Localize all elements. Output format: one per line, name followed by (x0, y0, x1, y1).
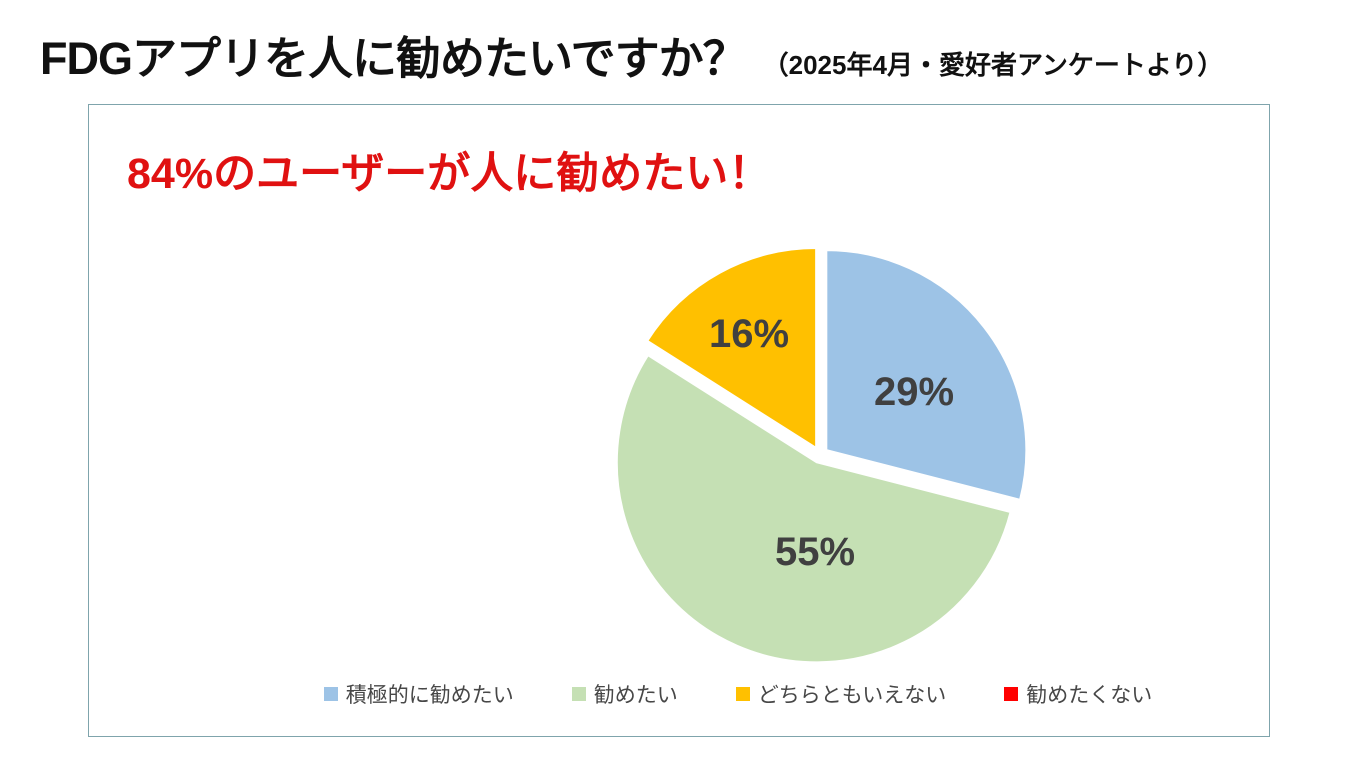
legend-label: 勧めたくない (1026, 684, 1153, 707)
legend-item-3: どちらともいえない (735, 679, 947, 709)
legend-item-1: 積極的に勧めたい (323, 679, 514, 709)
page-title: FDGアプリを人に勧めたいですか？ (40, 33, 748, 84)
legend-swatch-icon (323, 687, 338, 701)
pie-slice-3 (645, 246, 818, 450)
page-title-row: FDGアプリを人に勧めたいですか？ （2025年4月・愛好者アンケートより） (40, 22, 1223, 87)
legend-swatch-icon (1004, 687, 1019, 701)
legend-swatch-icon (735, 687, 750, 701)
pie-slice-1 (825, 249, 1028, 502)
legend-item-2: 勧めたい (571, 679, 678, 709)
pie-chart: 29% 55% 16% (615, 246, 1028, 664)
pie-slice-2 (615, 353, 1012, 664)
legend-item-4: 勧めたくない (1004, 679, 1152, 709)
headline: 84%のユーザーが人に勧めたい！ (127, 150, 772, 198)
page-title-note: （2025年4月・愛好者アンケートより） (762, 50, 1224, 80)
legend-label: 勧めたい (593, 684, 678, 707)
legend-label: 積極的に勧めたい (345, 684, 514, 707)
chart-legend: 積極的に勧めたい 勧めたい どちらともいえない 勧めたくない (89, 679, 1269, 709)
pie-data-label-1: 29% (874, 370, 954, 414)
pie-data-label-3: 16% (709, 312, 789, 356)
legend-label: どちらともいえない (757, 684, 947, 707)
pie-data-label-2: 55% (775, 530, 855, 574)
survey-panel: 84%のユーザーが人に勧めたい！ 29% 55% 16% 積極的に勧めたい 勧めたい ど… (88, 104, 1270, 737)
legend-swatch-icon (571, 687, 586, 701)
